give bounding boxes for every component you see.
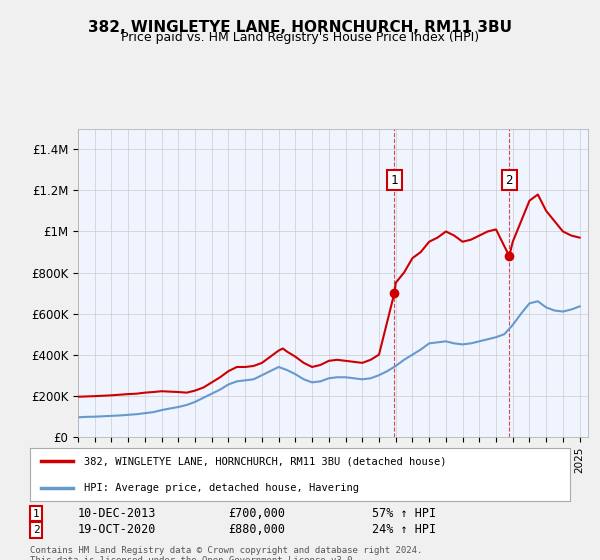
Text: 24% ↑ HPI: 24% ↑ HPI <box>372 523 436 536</box>
Text: 1: 1 <box>391 174 398 186</box>
Text: 382, WINGLETYE LANE, HORNCHURCH, RM11 3BU (detached house): 382, WINGLETYE LANE, HORNCHURCH, RM11 3B… <box>84 456 446 466</box>
Text: 382, WINGLETYE LANE, HORNCHURCH, RM11 3BU: 382, WINGLETYE LANE, HORNCHURCH, RM11 3B… <box>88 20 512 35</box>
Text: 2: 2 <box>32 525 40 535</box>
Text: 10-DEC-2013: 10-DEC-2013 <box>78 507 157 520</box>
Text: 2: 2 <box>505 174 513 186</box>
Text: 57% ↑ HPI: 57% ↑ HPI <box>372 507 436 520</box>
Text: Contains HM Land Registry data © Crown copyright and database right 2024.
This d: Contains HM Land Registry data © Crown c… <box>30 546 422 560</box>
Text: £880,000: £880,000 <box>228 523 285 536</box>
Text: 1: 1 <box>32 508 40 519</box>
Text: £700,000: £700,000 <box>228 507 285 520</box>
Text: Price paid vs. HM Land Registry's House Price Index (HPI): Price paid vs. HM Land Registry's House … <box>121 31 479 44</box>
Text: HPI: Average price, detached house, Havering: HPI: Average price, detached house, Have… <box>84 483 359 493</box>
Text: 19-OCT-2020: 19-OCT-2020 <box>78 523 157 536</box>
